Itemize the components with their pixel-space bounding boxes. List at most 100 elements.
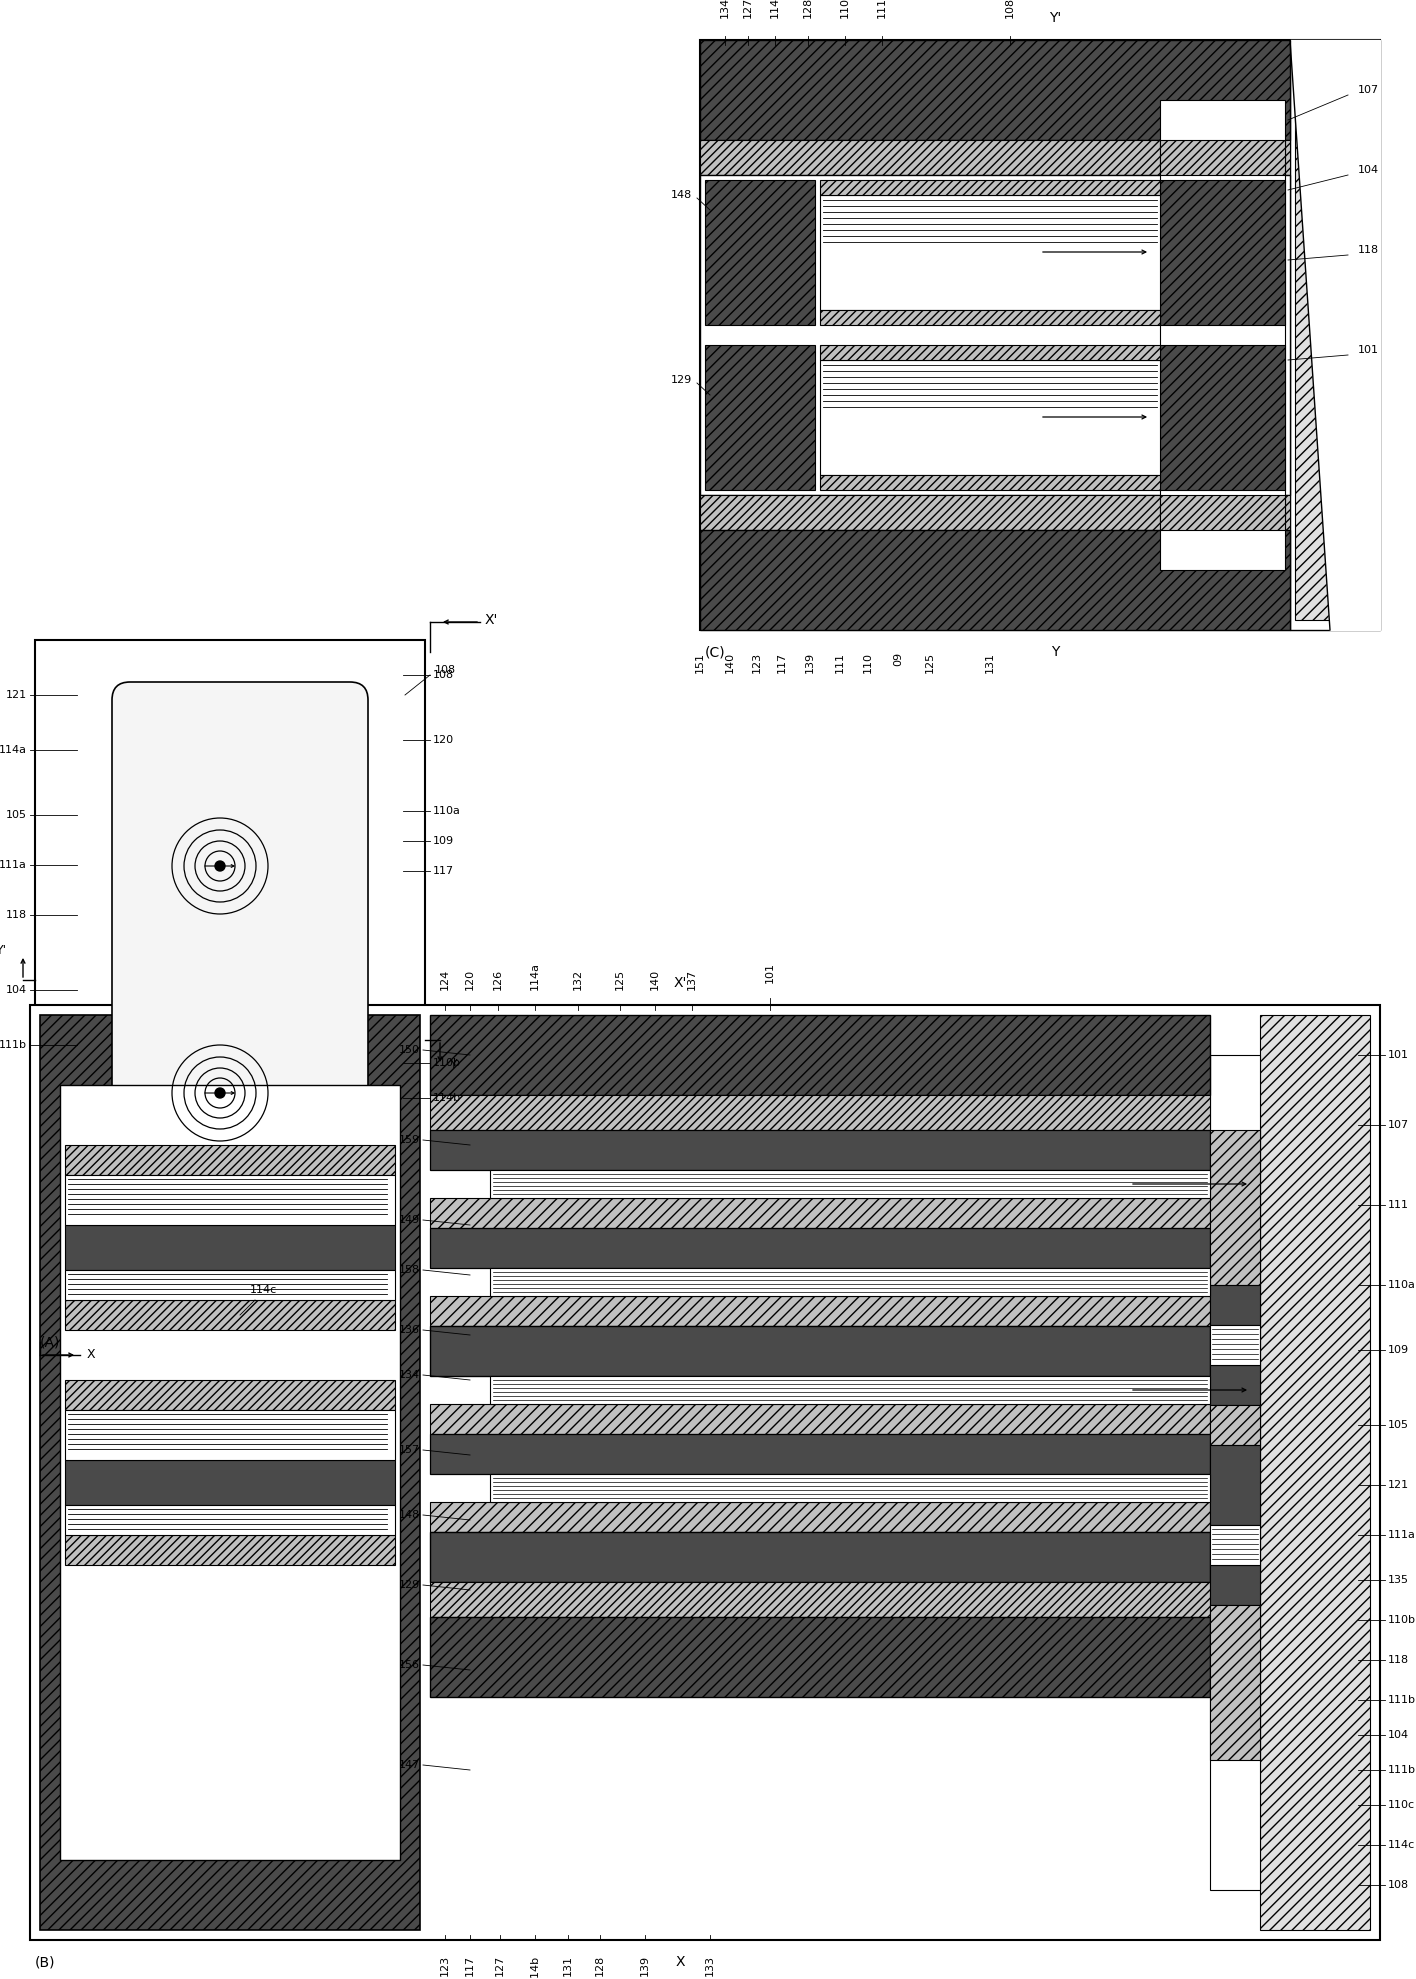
Bar — [1160, 495, 1284, 530]
Text: 157: 157 — [399, 1445, 421, 1455]
Text: 140: 140 — [650, 970, 660, 990]
Text: 140: 140 — [725, 651, 735, 673]
Bar — [430, 1197, 1211, 1229]
Bar — [1211, 1055, 1260, 1890]
Text: X': X' — [674, 976, 687, 990]
Text: X: X — [675, 1955, 685, 1969]
Text: (B): (B) — [35, 1955, 55, 1969]
Bar — [430, 1502, 1211, 1532]
Text: X': X' — [486, 613, 498, 627]
Bar — [700, 141, 1290, 174]
Text: 104: 104 — [1388, 1730, 1409, 1740]
Bar — [430, 1130, 1211, 1170]
Text: 110a: 110a — [433, 805, 460, 815]
Text: 134: 134 — [719, 0, 731, 18]
Text: 108: 108 — [1388, 1880, 1409, 1890]
Bar — [1211, 1366, 1260, 1405]
Text: 111: 111 — [1388, 1199, 1409, 1209]
Text: 111b: 111b — [1388, 1694, 1416, 1706]
Text: 123: 123 — [752, 651, 762, 673]
Text: 118: 118 — [1388, 1654, 1409, 1664]
Bar — [1290, 40, 1381, 629]
Text: 111a: 111a — [1388, 1530, 1416, 1540]
Text: 131: 131 — [564, 1955, 573, 1975]
Text: 111: 111 — [835, 651, 845, 673]
Text: Y': Y' — [0, 944, 7, 956]
Text: 101: 101 — [1358, 344, 1379, 354]
Text: Y: Y — [450, 1059, 457, 1071]
Polygon shape — [1290, 40, 1381, 629]
Bar — [65, 1225, 395, 1271]
Bar — [1211, 1405, 1260, 1445]
Text: 105: 105 — [1388, 1421, 1409, 1431]
Text: 121: 121 — [1388, 1480, 1409, 1490]
Bar — [430, 1015, 1211, 1094]
Text: 101: 101 — [1388, 1051, 1409, 1061]
Circle shape — [215, 1088, 225, 1098]
Bar — [1160, 344, 1284, 491]
Text: 114c: 114c — [251, 1284, 278, 1294]
Text: 118: 118 — [6, 910, 27, 920]
Text: 121: 121 — [6, 691, 27, 701]
Text: 109: 109 — [433, 835, 455, 845]
Bar — [1211, 1130, 1260, 1284]
Bar — [430, 1581, 1211, 1617]
Bar — [430, 1296, 1211, 1326]
Text: 127: 127 — [743, 0, 753, 18]
Text: 111b: 111b — [877, 0, 886, 18]
Text: 09: 09 — [893, 651, 903, 667]
Text: 109: 109 — [1388, 1346, 1409, 1356]
Bar — [35, 639, 425, 1320]
Text: 131: 131 — [986, 651, 995, 673]
Text: 120: 120 — [433, 734, 455, 744]
Text: 114a: 114a — [530, 962, 539, 990]
Bar — [820, 180, 1160, 196]
Text: 110b: 110b — [1388, 1615, 1416, 1625]
Text: 110c: 110c — [1388, 1801, 1415, 1811]
Circle shape — [215, 861, 225, 871]
Text: 114b: 114b — [770, 0, 780, 18]
Text: 118: 118 — [1358, 245, 1379, 255]
Text: 101: 101 — [765, 962, 775, 984]
Text: 149: 149 — [399, 1215, 421, 1225]
Text: 120: 120 — [464, 970, 474, 990]
Bar — [65, 1536, 395, 1565]
Bar — [59, 1084, 399, 1860]
Bar — [430, 1094, 1211, 1130]
Bar — [490, 1170, 1211, 1197]
Text: 110b: 110b — [433, 1059, 462, 1069]
Text: 132: 132 — [573, 970, 583, 990]
Text: 158: 158 — [399, 1265, 421, 1274]
Bar — [705, 180, 816, 325]
Text: 129: 129 — [399, 1579, 421, 1589]
Text: 148: 148 — [399, 1510, 421, 1520]
Bar — [430, 1532, 1211, 1581]
Text: 110: 110 — [862, 651, 874, 673]
Text: 111b: 111b — [1388, 1765, 1416, 1775]
Text: 107: 107 — [1388, 1120, 1409, 1130]
Bar — [1211, 1326, 1260, 1366]
Text: 136: 136 — [399, 1326, 421, 1336]
Text: 111b: 111b — [0, 1041, 27, 1051]
Bar — [700, 530, 1290, 629]
Text: 135: 135 — [1388, 1575, 1409, 1585]
Text: 104: 104 — [1358, 164, 1379, 174]
Text: 137: 137 — [687, 970, 697, 990]
Text: 104: 104 — [6, 986, 27, 995]
Text: 117: 117 — [777, 651, 787, 673]
Bar — [1211, 1526, 1260, 1565]
Bar — [430, 1229, 1211, 1269]
Text: 126: 126 — [493, 970, 503, 990]
Text: Y': Y' — [1049, 12, 1061, 26]
Bar — [700, 495, 1290, 530]
Text: 134: 134 — [399, 1369, 421, 1379]
Bar — [1160, 101, 1284, 570]
Bar — [705, 344, 816, 491]
Text: 129: 129 — [671, 374, 692, 386]
Bar — [1211, 1605, 1260, 1759]
Text: 150: 150 — [399, 1045, 421, 1055]
Bar — [1296, 49, 1365, 619]
Text: 148: 148 — [671, 190, 692, 200]
Text: 139: 139 — [640, 1955, 650, 1977]
Text: 110b: 110b — [840, 0, 850, 18]
